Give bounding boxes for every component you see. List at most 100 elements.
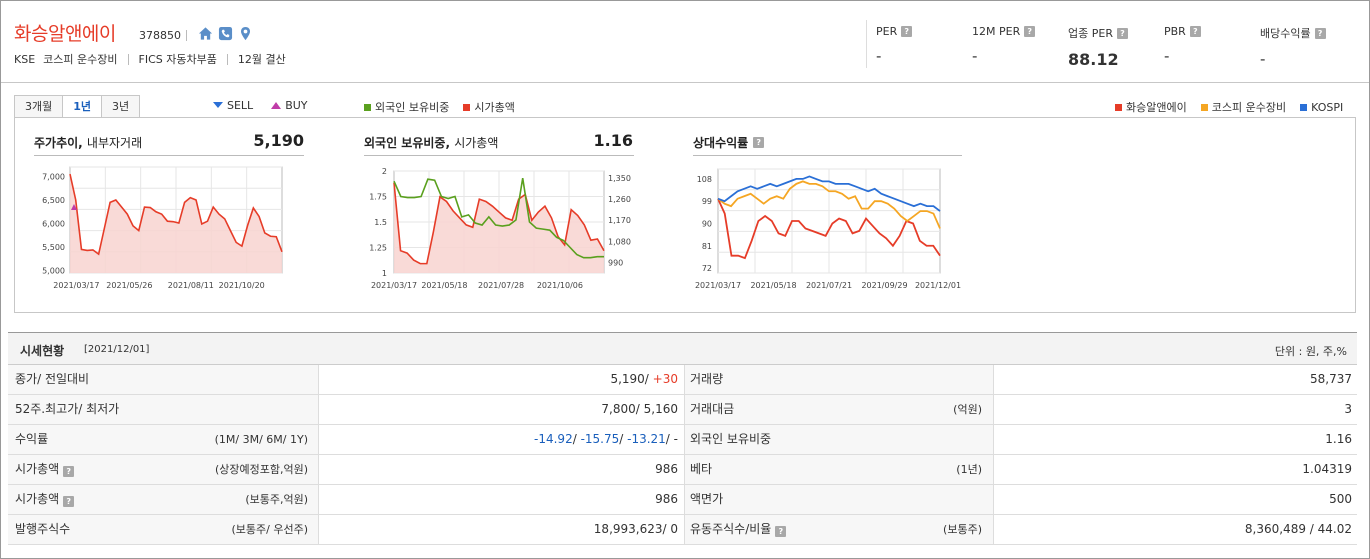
cap-area [394,182,604,273]
y-tick-label: 99 [702,197,712,206]
y-left-tick-label: 1 [382,269,387,278]
x-tick-label: 2021/07/28 [478,281,524,290]
legend-buy: BUY [285,99,308,112]
chart3-title: 상대수익률? [693,134,765,151]
dividend-yield-metric: 배당수익률? - [1260,25,1326,68]
return-legend: 화승알앤에이 코스피 운수장비 KOSPI [1115,99,1343,115]
help-icon[interactable]: ? [63,496,75,507]
x-tick-label: 2021/07/21 [806,281,852,290]
left-note: (상장예정포함,억원) [214,463,308,476]
help-icon[interactable]: ? [775,526,787,537]
help-icon[interactable]: ? [1024,26,1036,37]
left-value: 986 [655,492,678,506]
phone-icon[interactable] [218,26,233,41]
legend-company: 화승알앤에이 [1126,101,1187,114]
right-value: 1.04319 [1302,462,1352,476]
left-value-cell: 18,993,623/ 0 [318,515,678,544]
right-note [684,425,982,454]
table-unit: 단위 : 원, 주,% [1274,345,1347,358]
chart2-headline: 1.16 [593,131,633,150]
left-value: 7,800/ 5,160 [601,402,678,416]
legend-swatch [463,103,471,111]
return-line-1 [717,198,941,260]
help-icon[interactable]: ? [753,137,765,148]
table-title: 시세현황 [20,344,65,358]
buy-triangle-icon [271,102,282,109]
right-note [684,485,982,514]
table-header: 시세현황 [2021/12/01] 단위 : 원, 주,% [8,333,1357,365]
right-label: 베타 [690,462,713,476]
left-value: 986 [655,462,678,476]
legend-swatch [1200,103,1208,111]
help-icon[interactable]: ? [63,466,75,477]
divider [186,30,187,41]
price-area [70,174,282,273]
y-tick-label: 7,000 [42,172,65,181]
left-label-cell [8,515,318,544]
x-tick-label: 2021/03/17 [371,281,417,290]
x-tick-label: 2021/12/01 [915,281,961,290]
chart1-headline: 5,190 [253,131,304,150]
change-value: +30 [652,372,678,386]
return-line-2 [717,180,941,229]
tab-3m[interactable]: 3개월 [14,95,64,117]
return-1y: - [673,432,678,446]
right-label-cell [684,455,993,484]
left-value-cell: -14.92/ -15.75/ -13.21/ - [534,432,678,446]
left-label: 수익률 [15,432,49,446]
sector-per-metric: 업종 PER? 88.12 [1068,25,1128,69]
market-status-table: 시세현황 [2021/12/01] 단위 : 원, 주,% 종가/ 전일대비 5,… [8,332,1357,545]
tab-3y[interactable]: 3년 [101,95,141,117]
y-left-tick-label: 1.5 [374,218,387,227]
table-row: 종가/ 전일대비 5,190/ +30 거래량 58,737 [8,365,1357,395]
left-value-cell: 7,800/ 5,160 [318,395,678,424]
pbr-metric: PBR? - [1164,25,1201,65]
holding-legend: 외국인 보유비중 시가총액 [364,99,515,115]
company-links [198,26,253,41]
table-row: 시가총액? (보통주,억원) 986 액면가 500 [8,485,1357,515]
x-tick-label: 2021/10/06 [537,281,583,290]
x-tick-label: 2021/03/17 [53,281,99,290]
left-label-cell [8,455,318,484]
chart2-title: 외국인 보유비중, 시가총액 [364,136,499,150]
location-pin-icon[interactable] [238,26,253,41]
home-icon[interactable] [198,26,213,41]
settlement-label: 12월 결산 [237,53,286,66]
x-tick-label: 2021/10/20 [219,281,265,290]
right-value: 8,360,489 / 44.02 [1244,522,1352,536]
x-tick-label: 2021/05/26 [106,281,152,290]
left-label: 발행주식수 [15,522,71,536]
left-label: 종가/ 전일대비 [15,372,90,386]
help-icon[interactable]: ? [1314,27,1326,39]
right-label-cell [684,485,993,514]
right-label: 거래량 [690,372,724,386]
right-label: 유동주식수/비율? [690,515,787,544]
company-meta: KSE 코스피 운수장비 FICS 자동차부품 12월 결산 [14,51,286,67]
right-value: 3 [1344,402,1352,416]
help-icon[interactable]: ? [1116,27,1128,39]
right-note: (억원) [953,403,982,416]
y-tick-label: 5,000 [42,267,65,276]
left-label: 시가총액? [15,455,75,484]
left-note [8,395,308,424]
help-icon[interactable]: ? [1189,26,1201,37]
left-note: (보통주,억원) [245,493,308,506]
divider [866,20,867,68]
x-tick-label: 2021/08/11 [168,281,214,290]
left-value: 18,993,623/ 0 [593,522,678,536]
right-label: 외국인 보유비중 [690,432,772,446]
right-value: 58,737 [1310,372,1352,386]
y-tick-label: 81 [702,242,712,251]
x-tick-label: 2021/09/29 [861,281,907,290]
y-right-tick-label: 1,260 [608,195,631,204]
foreign-line [393,178,604,259]
y-tick-label: 6,000 [42,220,65,229]
tab-1y[interactable]: 1년 [62,95,103,118]
legend-foreign: 외국인 보유비중 [375,101,450,114]
help-icon[interactable]: ? [901,26,913,37]
legend-cap: 시가총액 [474,101,515,114]
left-label-cell [8,425,318,454]
left-label-cell [8,395,318,424]
y-tick-label: 90 [702,219,712,228]
